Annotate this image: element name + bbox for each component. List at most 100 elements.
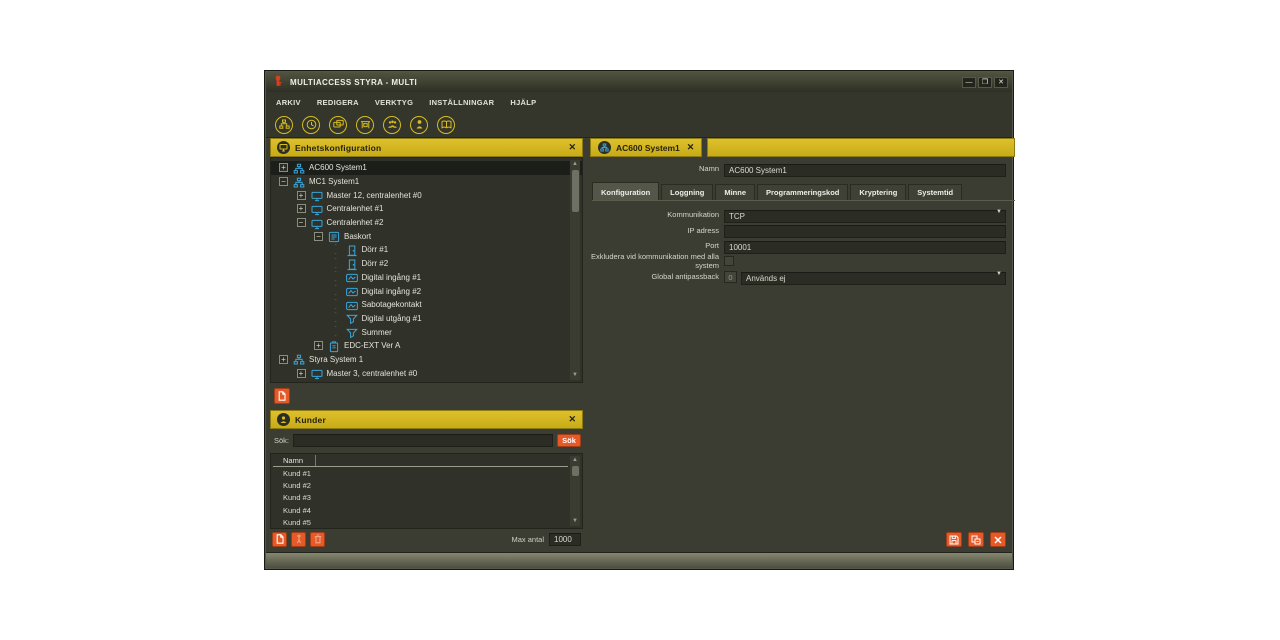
expand-toggle-icon[interactable]: +: [279, 163, 288, 173]
tab-konfiguration[interactable]: Konfiguration: [592, 182, 660, 200]
device-config-header: Enhetskonfiguration ✕: [270, 138, 583, 157]
tree-item[interactable]: + EDC-EXT Ver A: [271, 339, 582, 353]
minimize-button[interactable]: —: [962, 76, 976, 88]
pin-customer-button[interactable]: [291, 531, 306, 547]
tree-item[interactable]: - - Sabotagekontakt: [271, 297, 582, 313]
column-header-namn: Namn: [283, 456, 304, 465]
menu-item-hjälp[interactable]: HJÄLP: [510, 97, 537, 107]
customer-row[interactable]: Kund #4: [283, 505, 311, 515]
customers-close-icon[interactable]: ✕: [568, 414, 576, 424]
max-count-input[interactable]: [549, 532, 581, 546]
output-icon: [345, 326, 358, 339]
expand-toggle-icon[interactable]: +: [314, 341, 323, 351]
ip-adress-input[interactable]: [724, 225, 1006, 238]
customer-row[interactable]: Kund #2: [283, 481, 311, 491]
customer-search-input[interactable]: [293, 433, 553, 447]
tree-item[interactable]: - - Summer: [271, 324, 582, 341]
tree-item[interactable]: − MC1 System1: [271, 175, 582, 189]
restore-button[interactable]: ❐: [978, 76, 992, 88]
scroll-down-icon[interactable]: ▼: [572, 518, 578, 524]
menu-item-inställningar[interactable]: INSTÄLLNINGAR: [429, 97, 495, 107]
tree-item[interactable]: - - Digital ingång #1: [271, 269, 582, 285]
time-icon[interactable]: [302, 115, 320, 134]
tree-item-label: Styra System 1: [309, 354, 364, 364]
transfer-button[interactable]: [968, 532, 984, 547]
expand-toggle-icon[interactable]: +: [296, 204, 306, 214]
scroll-up-icon[interactable]: ▲: [572, 457, 578, 463]
tree-item[interactable]: − Centralenhet #2: [271, 216, 582, 230]
tree-item[interactable]: − Baskort: [271, 229, 582, 243]
device-tree-icon[interactable]: [275, 115, 293, 134]
customer-row[interactable]: Kund #5: [283, 517, 311, 527]
input-icon: [345, 299, 358, 311]
window-title: MULTIACCESS STYRA - MULTI: [290, 77, 418, 87]
tab-kryptering[interactable]: Kryptering: [850, 184, 907, 200]
app-window: MULTIACCESS STYRA - MULTI — ❐ ✕ ARKIV RED…: [264, 70, 1015, 570]
document-tab-close-icon[interactable]: ✕: [686, 142, 695, 152]
scrollbar-thumb[interactable]: [571, 170, 579, 212]
settings-tab-strip: Konfiguration Loggning Minne Programmerings…: [592, 182, 1015, 201]
tree-item[interactable]: + Master 12, centralenhet #0: [271, 188, 582, 202]
save-button[interactable]: [946, 532, 962, 547]
terminal-icon[interactable]: [356, 115, 374, 134]
board-icon: [328, 230, 340, 243]
cards-icon[interactable]: [329, 115, 347, 134]
kommunikation-row: Kommunikation ▼: [590, 208, 1015, 223]
collapse-toggle-icon[interactable]: −: [314, 231, 323, 241]
expand-toggle-icon[interactable]: +: [296, 368, 306, 378]
tab-minne[interactable]: Minne: [715, 184, 755, 200]
search-button[interactable]: Sök: [557, 433, 581, 447]
person-icon[interactable]: [410, 115, 428, 134]
new-customer-button[interactable]: [272, 531, 287, 547]
tree-item[interactable]: - - Digital ingång #2: [271, 283, 582, 299]
device-tree-scrollbar[interactable]: ▲ ▼: [570, 160, 580, 380]
tree-item-label: Summer: [361, 327, 392, 337]
ip-adress-label: IP adress: [687, 225, 719, 235]
scrollbar-thumb[interactable]: [571, 466, 579, 476]
scroll-up-icon[interactable]: ▲: [572, 161, 578, 167]
collapse-toggle-icon[interactable]: −: [279, 177, 288, 187]
customer-table-scrollbar[interactable]: ▲ ▼: [570, 456, 580, 526]
menu-item-verktyg[interactable]: VERKTYG: [374, 97, 414, 107]
customer-row[interactable]: Kund #3: [283, 493, 311, 503]
delete-customer-button[interactable]: [310, 531, 325, 547]
tree-item[interactable]: + Styra System 1: [271, 353, 582, 367]
cancel-button[interactable]: [990, 532, 1006, 547]
editor-actions: [590, 532, 1015, 548]
tab-systemtid[interactable]: Systemtid: [908, 184, 963, 200]
antipassback-select[interactable]: [741, 271, 1006, 285]
tree-item[interactable]: - - Dörr #1: [271, 242, 582, 258]
ip-adress-row: IP adress: [590, 224, 1015, 238]
document-tab-bar: AC600 System1 ✕: [590, 138, 1015, 157]
tree-item[interactable]: - - Digital utgång #1: [271, 310, 582, 326]
door-icon: [346, 258, 358, 270]
menu-item-redigera[interactable]: REDIGERA: [316, 97, 359, 107]
expand-toggle-icon[interactable]: +: [296, 190, 306, 200]
exkludera-checkbox[interactable]: [724, 256, 734, 266]
document-tab-ac600[interactable]: AC600 System1 ✕: [590, 138, 703, 157]
collapse-toggle-icon[interactable]: −: [296, 218, 306, 228]
tree-item[interactable]: + Master 3, centralenhet #0: [271, 366, 582, 380]
menu-item-arkiv[interactable]: ARKIV: [276, 97, 301, 107]
group-icon[interactable]: [383, 115, 401, 134]
log-book-icon[interactable]: [437, 115, 455, 134]
expand-toggle-icon[interactable]: +: [279, 354, 288, 364]
tree-item-label: Master 12, centralenhet #0: [326, 190, 422, 200]
new-device-button[interactable]: [274, 388, 290, 404]
close-button[interactable]: ✕: [994, 76, 1008, 88]
tab-loggning[interactable]: Loggning: [661, 184, 714, 200]
tree-item-label: Centralenhet #2: [326, 218, 384, 228]
name-input[interactable]: [724, 163, 1006, 177]
customer-row[interactable]: Kund #1: [283, 469, 311, 478]
kommunikation-select[interactable]: [724, 209, 1006, 223]
tab-programmeringskod[interactable]: Programmeringskod: [757, 184, 849, 200]
output-icon: [345, 312, 358, 325]
tree-item[interactable]: - - Dörr #2: [271, 256, 582, 272]
tree-item[interactable]: + Centralenhet #1: [271, 202, 582, 216]
device-config-close-icon[interactable]: ✕: [568, 142, 576, 152]
leaf-dash: - -: [334, 324, 338, 341]
scroll-down-icon[interactable]: ▼: [572, 372, 578, 378]
tree-item[interactable]: + AC600 System1: [271, 161, 582, 175]
port-input[interactable]: [724, 240, 1006, 254]
antipassback-row: Global antipassback 0 ▼: [590, 270, 1015, 285]
